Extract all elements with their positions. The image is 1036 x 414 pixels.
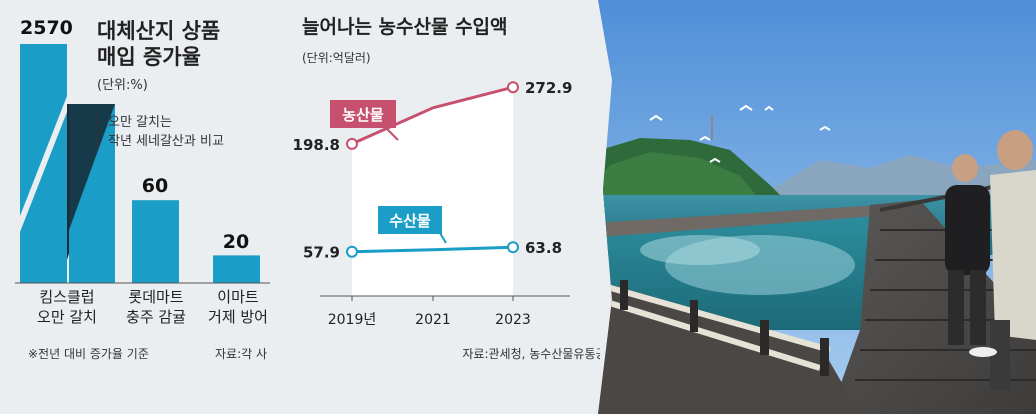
series-value-label: 63.8	[525, 239, 562, 257]
bar-annotation-line-1: 오만 갈치는	[108, 115, 172, 130]
series-name-label: 수산물	[389, 212, 431, 230]
bar-chart-title-line-1: 대체산지 상품	[97, 19, 220, 43]
bar-category-label: 롯데마트	[128, 288, 183, 306]
bar-value-label: 2570	[20, 17, 73, 39]
bar-chart-footnote: ※전년 대비 증가율 기준	[28, 347, 149, 361]
line-area-fill	[352, 87, 513, 296]
line-chart-source: 자료:관세청, 농수산물유통공사	[462, 347, 600, 361]
bar-category-label: 충주 감귤	[126, 308, 186, 326]
line-x-tick-label: 2019년	[328, 312, 377, 328]
line-chart-import-value: 2019년 2021 2023 198.8 272.9 농산물 57.9 63.8 수산물 늘어…	[293, 16, 600, 361]
series-point	[507, 81, 519, 94]
bar-value-label: 20	[223, 231, 249, 253]
series-value-label: 198.8	[293, 136, 340, 154]
series-name-label: 농산물	[342, 106, 384, 124]
bar-kimsclub-upper	[20, 44, 67, 216]
bar-1	[132, 200, 179, 283]
series-line-0	[351, 85, 514, 146]
series-point	[507, 241, 519, 254]
bar-2	[213, 255, 260, 283]
series-line-1	[351, 245, 514, 254]
series-name-box	[378, 206, 442, 234]
series-point	[346, 245, 358, 258]
line-x-tick-label: 2021	[415, 312, 451, 328]
series-name-connector	[385, 127, 399, 141]
bar-category-label: 오만 갈치	[37, 308, 97, 326]
bar-annotation-line-2: 작년 세네갈산과 비교	[108, 134, 224, 149]
bar-category-label: 거제 방어	[208, 308, 268, 326]
bar-kimsclub-cut	[69, 104, 115, 230]
series-name-box	[330, 100, 396, 128]
bar-chart-unit: (단위:%)	[97, 78, 148, 93]
series-value-label: 57.9	[303, 244, 340, 262]
line-chart-title: 늘어나는 농수산물 수입액	[302, 16, 508, 38]
bar-chart-source: 자료:각 사	[215, 347, 267, 361]
series-name-connector	[439, 232, 447, 244]
bar-chart-title-line-2: 매입 증가율	[97, 45, 201, 69]
bar-category-label: 킴스클럽	[39, 288, 94, 306]
bar-value-label: 60	[142, 175, 168, 197]
bar-category-label: 이마트	[217, 288, 259, 306]
line-chart-unit: (단위:억달러)	[302, 51, 371, 65]
series-point	[346, 137, 358, 150]
series-value-label: 272.9	[525, 79, 572, 97]
line-x-tick-label: 2023	[495, 312, 531, 328]
bar-kimsclub-lower	[20, 112, 67, 283]
